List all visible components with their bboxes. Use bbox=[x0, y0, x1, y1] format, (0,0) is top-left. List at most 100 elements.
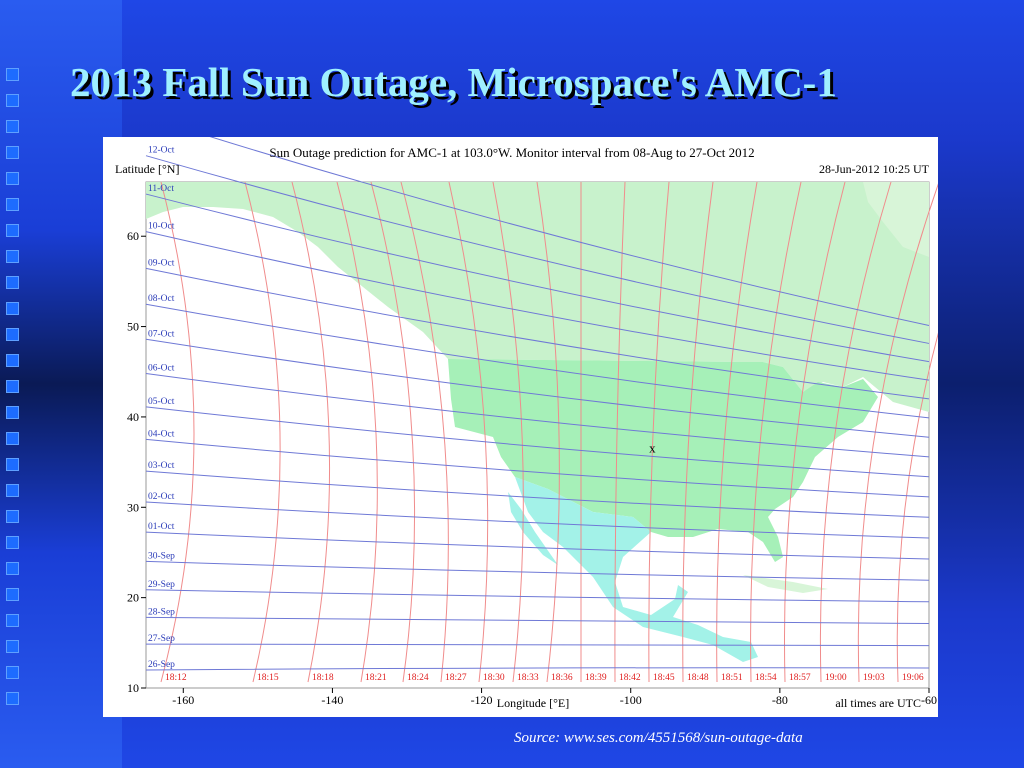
decor-square bbox=[6, 120, 19, 133]
time-label: 18:45 bbox=[653, 673, 675, 683]
time-label: 18:33 bbox=[517, 673, 539, 683]
date-line bbox=[145, 231, 930, 381]
time-line bbox=[614, 181, 626, 683]
time-line bbox=[492, 181, 524, 683]
decor-square bbox=[6, 510, 19, 523]
date-label: 02-Oct bbox=[148, 492, 175, 502]
time-line bbox=[648, 181, 670, 683]
date-line bbox=[145, 616, 930, 625]
time-line bbox=[857, 183, 938, 683]
x-tick-label: -80 bbox=[772, 693, 788, 707]
chart-title: Sun Outage prediction for AMC-1 at 103.0… bbox=[269, 145, 754, 160]
decor-square bbox=[6, 692, 19, 705]
decor-square bbox=[6, 328, 19, 341]
y-axis-label: Latitude [°N] bbox=[115, 162, 179, 176]
date-label: 28-Sep bbox=[148, 607, 175, 617]
date-line bbox=[145, 589, 930, 603]
date-label: 27-Sep bbox=[148, 634, 175, 644]
date-label: 30-Sep bbox=[148, 551, 175, 561]
slide-title: 2013 Fall Sun Outage, Microspace's AMC-1 bbox=[70, 59, 837, 105]
y-tick-label: 50 bbox=[127, 320, 139, 334]
y-tick-label: 20 bbox=[127, 591, 139, 605]
time-label: 18:12 bbox=[165, 673, 187, 683]
decor-square bbox=[6, 458, 19, 471]
time-label: 18:21 bbox=[365, 673, 387, 683]
date-label: 08-Oct bbox=[148, 294, 175, 304]
time-label: 18:15 bbox=[257, 673, 279, 683]
date-label: 01-Oct bbox=[148, 522, 175, 532]
decor-square bbox=[6, 562, 19, 575]
time-line bbox=[336, 181, 378, 683]
date-line bbox=[145, 531, 930, 560]
decor-square bbox=[6, 536, 19, 549]
sun-outage-chart: Sun Outage prediction for AMC-1 at 103.0… bbox=[103, 137, 938, 717]
decor-squares bbox=[6, 68, 28, 718]
time-line bbox=[536, 181, 560, 683]
x-tick-label: -100 bbox=[620, 693, 642, 707]
time-line bbox=[682, 181, 714, 683]
date-line bbox=[145, 372, 930, 458]
decor-square bbox=[6, 484, 19, 497]
time-line bbox=[784, 181, 846, 683]
y-tick-label: 10 bbox=[127, 681, 139, 695]
y-tick-label: 40 bbox=[127, 410, 139, 424]
time-line bbox=[400, 181, 449, 683]
time-line bbox=[819, 181, 892, 683]
decor-square bbox=[6, 250, 19, 263]
time-line bbox=[448, 181, 489, 683]
antenna-marker: x bbox=[649, 441, 656, 456]
mexico-land bbox=[515, 477, 758, 662]
time-label: 18:30 bbox=[483, 673, 505, 683]
decor-square bbox=[6, 276, 19, 289]
usa-land bbox=[448, 359, 878, 562]
time-line bbox=[716, 181, 758, 683]
date-label: 11-Oct bbox=[148, 184, 174, 194]
time-label: 18:39 bbox=[585, 673, 607, 683]
date-line bbox=[145, 193, 930, 363]
time-line bbox=[291, 181, 331, 683]
time-label: 18:18 bbox=[312, 673, 334, 683]
time-line bbox=[750, 181, 802, 683]
x-tick-label: -60 bbox=[921, 693, 937, 707]
decor-square bbox=[6, 640, 19, 653]
time-label: 19:03 bbox=[863, 673, 885, 683]
time-label: 18:48 bbox=[687, 673, 709, 683]
time-line bbox=[244, 181, 281, 683]
time-label: 18:42 bbox=[619, 673, 641, 683]
date-line bbox=[145, 470, 930, 518]
time-label: 19:06 bbox=[902, 673, 924, 683]
x-tick-label: -120 bbox=[471, 693, 493, 707]
x-tick-label: -160 bbox=[172, 693, 194, 707]
date-line bbox=[145, 560, 930, 581]
date-labels: 26-Sep 27-Sep 28-Sep 29-Sep 30-Sep 01-Oct 02-O… bbox=[148, 146, 175, 670]
decor-square bbox=[6, 198, 19, 211]
y-tick-label: 30 bbox=[127, 500, 139, 514]
time-label: 18:51 bbox=[721, 673, 743, 683]
date-label: 10-Oct bbox=[148, 222, 175, 232]
date-label: 12-Oct bbox=[148, 146, 175, 156]
time-label: 18:36 bbox=[551, 673, 573, 683]
x-axis-label: Longitude [°E] bbox=[497, 696, 569, 710]
decor-square bbox=[6, 380, 19, 393]
date-label: 05-Oct bbox=[148, 397, 175, 407]
time-label: 19:00 bbox=[825, 673, 847, 683]
axis-ticks: -160 -140 -120 -100 -80 -60 10 20 30 40 50 60 bbox=[127, 229, 937, 707]
decor-square bbox=[6, 94, 19, 107]
decor-square bbox=[6, 614, 19, 627]
y-tick-label: 60 bbox=[127, 229, 139, 243]
time-line bbox=[160, 181, 195, 683]
date-label: 07-Oct bbox=[148, 329, 175, 339]
date-label: 29-Sep bbox=[148, 580, 175, 590]
date-line bbox=[145, 155, 930, 344]
decor-square bbox=[6, 406, 19, 419]
date-label: 26-Sep bbox=[148, 660, 175, 670]
source-citation: Source: www.ses.com/4551568/sun-outage-d… bbox=[514, 730, 803, 746]
decor-square bbox=[6, 224, 19, 237]
time-line bbox=[370, 181, 416, 683]
time-label: 18:57 bbox=[789, 673, 811, 683]
date-label: 03-Oct bbox=[148, 461, 175, 471]
decor-square bbox=[6, 172, 19, 185]
time-label: 18:27 bbox=[445, 673, 467, 683]
sun-outage-map: Sun Outage prediction for AMC-1 at 103.0… bbox=[115, 137, 938, 710]
baja-land bbox=[508, 492, 558, 565]
